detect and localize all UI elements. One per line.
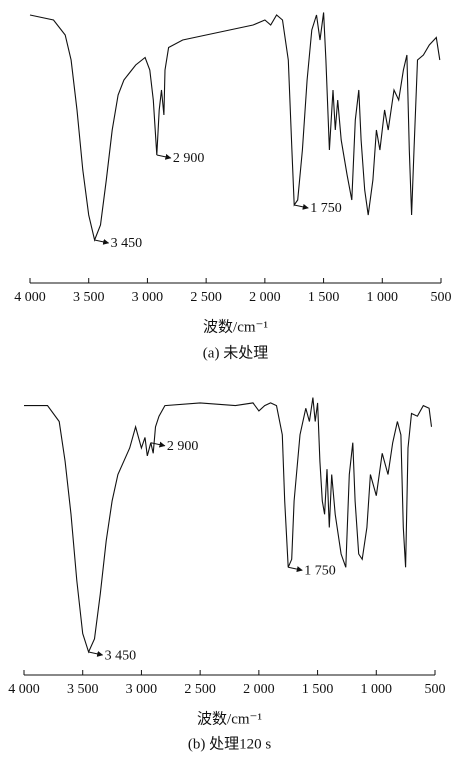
x-tick-label: 500: [431, 290, 452, 305]
x-tick-label: 1 500: [308, 290, 340, 305]
x-tick-label: 3 000: [132, 290, 164, 305]
x-tick-label: 2 000: [249, 290, 281, 305]
x-tick-label: 1 000: [361, 682, 393, 697]
annotation: 2 900: [167, 439, 199, 454]
x-tick-label: 3 000: [126, 682, 158, 697]
x-tick-label: 4 000: [8, 682, 40, 697]
annotation: 2 900: [173, 151, 205, 166]
annotation: 1 750: [304, 563, 336, 578]
x-axis-label: 波数/cm⁻¹: [203, 318, 268, 335]
x-tick-label: 500: [425, 682, 446, 697]
annotation-arrow: [288, 566, 303, 573]
x-tick-label: 2 000: [243, 682, 275, 697]
x-axis-label: 波数/cm⁻¹: [197, 710, 262, 727]
annotation-arrow: [88, 650, 104, 657]
annotation: 3 450: [111, 236, 143, 251]
x-tick-label: 2 500: [190, 290, 222, 305]
x-tick-label: 2 500: [184, 682, 216, 697]
caption: (a) 未处理: [203, 344, 268, 361]
spectrum-line: [24, 397, 433, 654]
caption: (b) 处理120 s: [188, 735, 271, 752]
annotation-arrow: [156, 153, 172, 160]
x-tick-label: 3 500: [73, 290, 105, 305]
x-tick-label: 1 500: [302, 682, 334, 697]
x-tick-label: 1 000: [367, 290, 399, 305]
x-tick-label: 3 500: [67, 682, 99, 697]
annotation-arrow: [94, 238, 110, 245]
annotation: 3 450: [105, 648, 137, 663]
annotation-arrow: [294, 203, 309, 210]
annotation: 1 750: [310, 201, 342, 216]
x-tick-label: 4 000: [14, 290, 46, 305]
spectrum-line: [29, 12, 441, 242]
annotation-arrow: [150, 441, 166, 448]
